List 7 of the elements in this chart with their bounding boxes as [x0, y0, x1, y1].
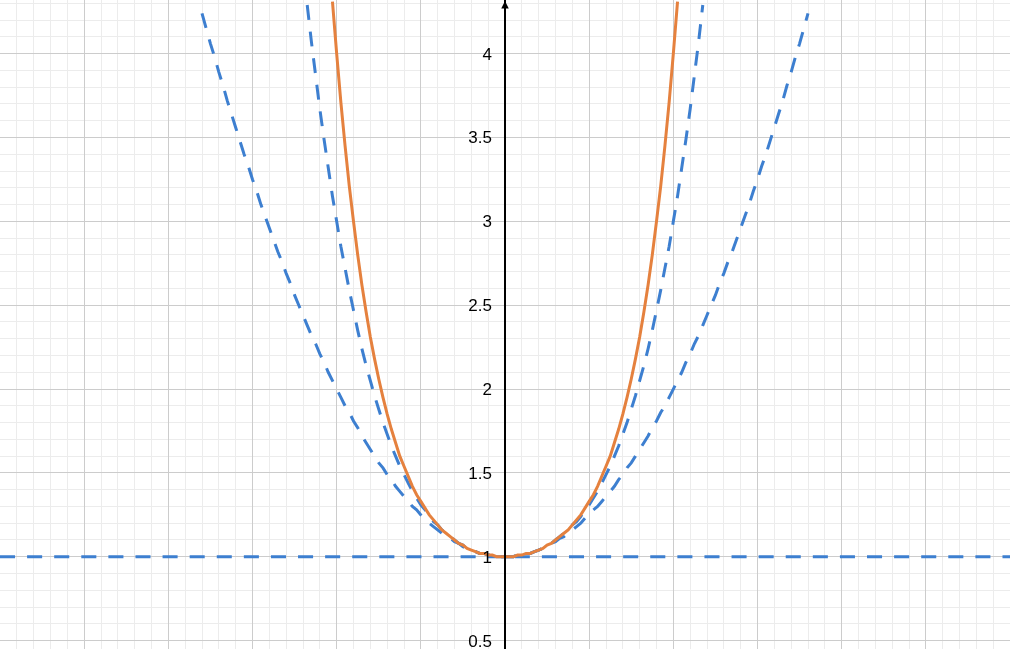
- y-tick-label: 2.5: [468, 296, 492, 316]
- y-tick-label: 1.5: [468, 463, 492, 483]
- y-tick-label: 4: [482, 44, 492, 64]
- y-tick-label: 2: [482, 380, 492, 400]
- y-tick-label: 0.5: [468, 631, 492, 649]
- y-tick-label: 3: [482, 212, 492, 232]
- y-tick-label: 3.5: [468, 128, 492, 148]
